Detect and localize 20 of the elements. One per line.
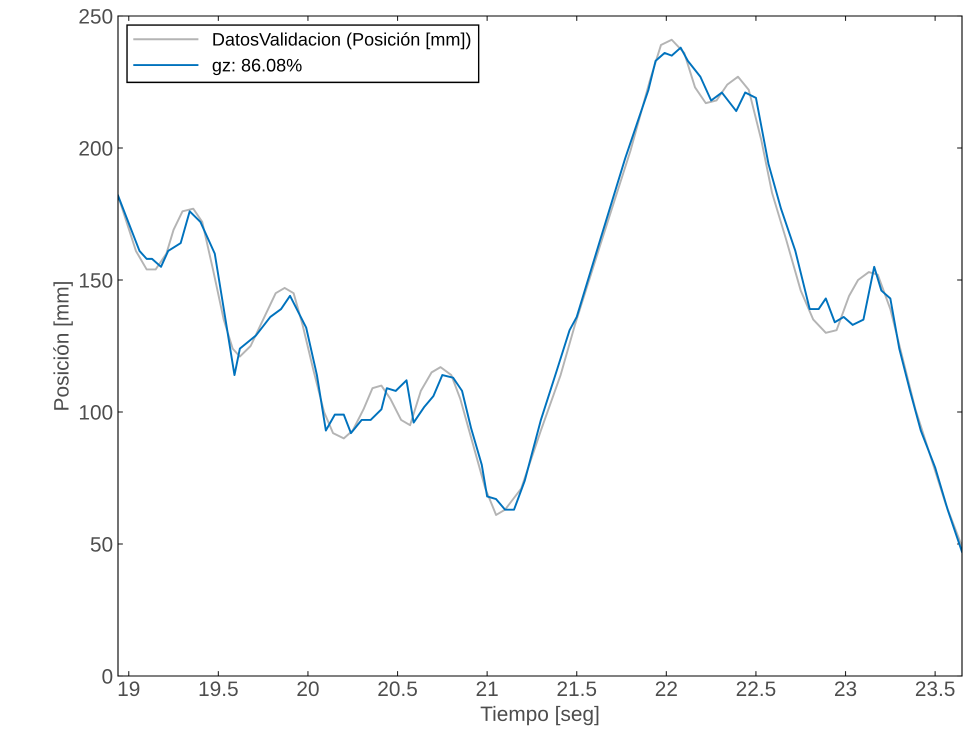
x-tick-label: 22.5 [736, 681, 776, 696]
x-tick-label: 20 [297, 681, 319, 696]
y-tick-label: 250 [79, 9, 112, 24]
x-axis-title: Tiempo [seg] [480, 706, 598, 726]
y-tick-label: 0 [102, 669, 112, 684]
legend-label: DatosValidacion (Posición [mm]) [213, 32, 470, 50]
y-tick-label: 50 [90, 537, 112, 552]
legend-label: gz: 86.08% [212, 58, 302, 76]
x-tick-label: 19.5 [200, 681, 238, 696]
x-tick-label: 21 [476, 681, 498, 696]
x-tick-label: 23.5 [916, 681, 955, 696]
y-axis-title: Posición [mm] [53, 282, 73, 410]
y-tick-label: 100 [80, 405, 112, 420]
x-tick-label: 23 [834, 681, 856, 696]
x-tick-label: 20.5 [378, 681, 417, 696]
y-tick-label: 150 [80, 273, 112, 288]
x-tick-label: 21.5 [558, 681, 596, 696]
x-tick-label: 19 [118, 681, 140, 696]
y-tick-label: 200 [79, 141, 112, 156]
x-tick-label: 22 [656, 681, 677, 696]
